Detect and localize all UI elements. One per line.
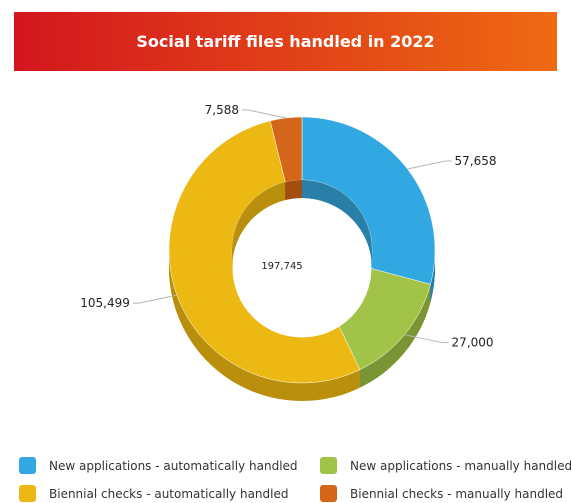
- leader-line-new-applications-manually-handled: [404, 334, 449, 344]
- data-label-biennial-checks-automatically-handled: 105,499: [80, 296, 130, 310]
- chart-title: Social tariff files handled in 2022: [136, 32, 435, 51]
- leader-line-new-applications-automatically-handled: [407, 160, 452, 170]
- chart-title-banner: Social tariff files handled in 2022: [14, 12, 557, 71]
- slice-inner-wall-biennial-checks-manually-handled: [285, 180, 302, 201]
- leader-line-biennial-checks-automatically-handled: [132, 294, 178, 304]
- leader-line-biennial-checks-manually-handled: [242, 109, 287, 119]
- data-label-biennial-checks-manually-handled: 7,588: [205, 103, 239, 117]
- data-labels: 57,658 27,000 105,499 7,588: [80, 103, 496, 350]
- center-total-label: 197,745: [261, 261, 302, 272]
- data-label-new-applications-automatically-handled: 57,658: [454, 154, 496, 168]
- slice-inner-wall-biennial-checks-automatically-handled: [232, 182, 286, 268]
- data-label-new-applications-manually-handled: 27,000: [452, 336, 494, 350]
- slice-inner-wall-new-applications-automatically-handled: [302, 180, 372, 268]
- donut-hole: [232, 198, 372, 338]
- donut-top-layer: [168, 116, 436, 384]
